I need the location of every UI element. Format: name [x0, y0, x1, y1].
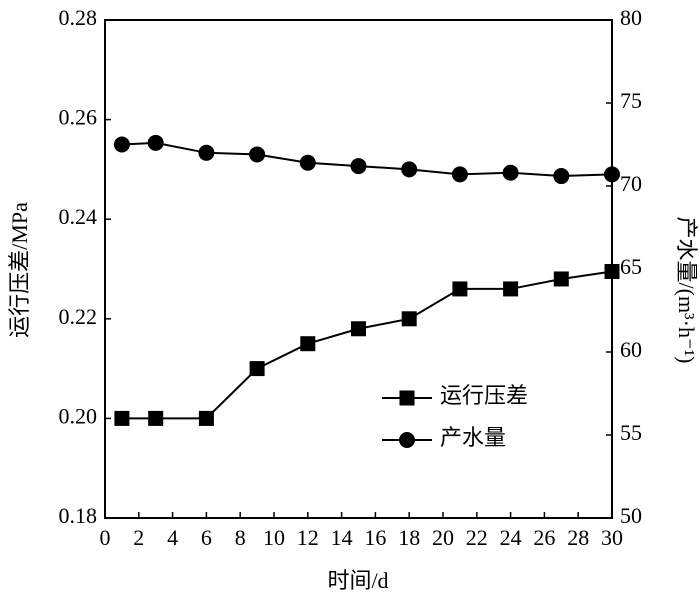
x-tick-label: 8 [235, 525, 246, 550]
marker [401, 161, 418, 178]
x-tick-label: 14 [331, 525, 353, 550]
y-tick-label: 0.28 [59, 5, 98, 30]
x-axis-title: 时间/d [327, 568, 388, 593]
x-tick-label: 4 [167, 525, 178, 550]
x-tick-label: 20 [432, 525, 454, 550]
marker [249, 146, 266, 163]
y-tick-label: 0.24 [59, 204, 98, 229]
marker [299, 154, 316, 171]
marker [604, 166, 620, 183]
marker [553, 168, 570, 185]
y2-tick-label: 70 [620, 171, 642, 196]
marker [452, 281, 468, 297]
legend-label: 产水量 [440, 425, 506, 450]
y2-tick-label: 65 [620, 254, 642, 279]
x-tick-label: 6 [201, 525, 212, 550]
y-tick-label: 0.22 [59, 304, 98, 329]
marker [148, 410, 164, 426]
series-line [121, 270, 613, 420]
marker [502, 164, 519, 181]
marker [350, 158, 367, 175]
marker [503, 281, 519, 297]
x-tick-label: 28 [567, 525, 589, 550]
y2-tick-label: 60 [620, 337, 642, 362]
marker [113, 136, 130, 153]
x-tick-label: 26 [533, 525, 555, 550]
marker [198, 144, 215, 161]
x-tick-label: 10 [263, 525, 285, 550]
x-tick-label: 24 [500, 525, 522, 550]
plot-frame [104, 19, 613, 519]
y-tick-label: 0.20 [59, 403, 98, 428]
y2-tick-label: 75 [620, 88, 642, 113]
marker [553, 271, 569, 287]
legend-marker [399, 390, 415, 406]
series-line [121, 141, 613, 178]
x-tick-label: 2 [133, 525, 144, 550]
x-tick-label: 0 [100, 525, 111, 550]
y-tick-label: 0.18 [59, 503, 98, 528]
x-tick-label: 30 [601, 525, 623, 550]
x-tick-label: 22 [466, 525, 488, 550]
y2-tick-label: 50 [620, 503, 642, 528]
marker [351, 321, 366, 337]
x-tick-label: 18 [398, 525, 420, 550]
marker [451, 166, 468, 183]
marker [604, 263, 620, 279]
y-axis-title: 运行压差/MPa [7, 202, 32, 338]
marker [401, 311, 417, 327]
y2-tick-label: 55 [620, 420, 642, 445]
marker [300, 336, 316, 352]
x-tick-label: 16 [364, 525, 386, 550]
marker [114, 410, 130, 426]
y-tick-label: 0.26 [59, 105, 98, 130]
marker [249, 361, 265, 377]
legend-label: 运行压差 [440, 383, 528, 408]
y2-tick-label: 80 [620, 5, 642, 30]
marker [198, 410, 214, 426]
legend-marker [399, 432, 415, 448]
y2-axis-title: 产水量/(m³·h⁻¹) [674, 216, 699, 363]
marker [147, 134, 164, 151]
x-tick-label: 12 [297, 525, 319, 550]
